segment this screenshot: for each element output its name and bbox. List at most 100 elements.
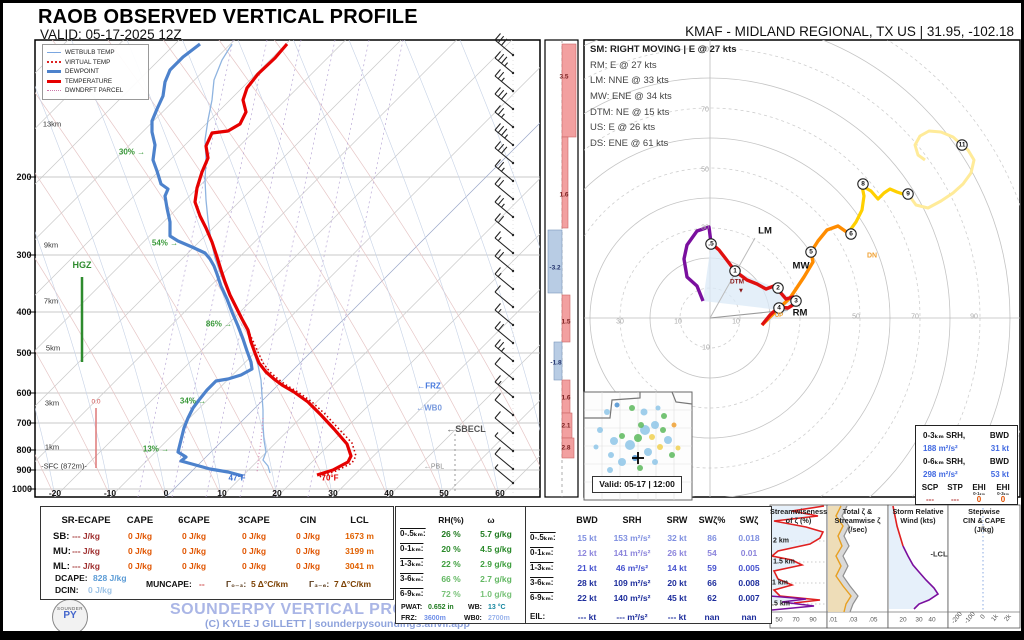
warm-advection-bar (561, 379, 571, 414)
kinematics-value: 32 kt (667, 533, 687, 543)
dry-adiabat-line (52, 40, 333, 497)
moist-adiabat-line (71, 40, 222, 497)
isotherm-line (35, 40, 346, 351)
storm-motion-line-1: RM: E @ 27 kts (590, 59, 657, 71)
svg-text:2: 2 (776, 285, 780, 292)
radar-echo (618, 458, 626, 466)
legend-item-dewpoint: DEWPOINT (47, 67, 144, 77)
moist-adiabat-line (348, 40, 500, 497)
kinematics-value: 0.01 (740, 548, 758, 558)
srh-0-6-label: 0-6ₖₘ SRH, (923, 457, 966, 466)
kinematics-value: 12 kt (577, 548, 597, 558)
moisture-header-row: RH(%) ω (396, 515, 526, 528)
isotherm-line (35, 40, 235, 240)
hodo-marker-9: 9 (902, 188, 914, 200)
isotherm-line (165, 122, 540, 497)
annotation-pxt: .05 (868, 616, 878, 624)
moisture-header-rh: RH(%) (438, 515, 464, 525)
annotation-plab: 1000 (11, 484, 33, 494)
legend-label: TEMPERATURE (65, 77, 113, 85)
moisture-row: 6-9ₖₘ: 72 % 1.0 g/kg (396, 589, 526, 602)
radar-echo (604, 409, 610, 415)
hodo-marker-.5: .5 (705, 238, 717, 250)
hodograph-ring (619, 227, 801, 409)
kinematics-value: 28 kt (577, 578, 597, 588)
wind-barb (494, 357, 515, 381)
moisture-row: 0-1ₖₘ: 20 % 4.5 g/kg (396, 544, 526, 557)
kinematics-value: 46 m²/s² (615, 563, 649, 573)
moisture-row-label: 0-.5ₖₘ: (400, 529, 426, 538)
thermo-header: CAPE (126, 515, 154, 526)
annotation-dtm: ▼ (737, 287, 745, 295)
mixing-ratio-line (239, 40, 336, 497)
hodo-marker-3: 3 (790, 295, 802, 307)
hodo-marker-1: 1 (729, 265, 741, 277)
wetbulb-line-icon (47, 52, 61, 54)
srw-trace-lower (902, 545, 940, 610)
kinematics-row: EIL: --- kt --- m²/s² --- kt nan nan (526, 612, 771, 625)
radar-valid-label: Valid: 05-17 | 12:00 (592, 476, 682, 493)
moist-adiabat-line (293, 40, 444, 497)
annotation-hlab: -SFC (872m)- (41, 461, 87, 471)
radar-echo (619, 433, 625, 439)
wb-value: 13 °C (488, 604, 506, 611)
annotation-tlab: -20 (48, 488, 62, 498)
pwat-value: 0.652 in (428, 604, 454, 611)
thermo-header: 3CAPE (238, 515, 270, 526)
radar-echo (625, 440, 635, 450)
kinematics-value: --- m²/s² (616, 612, 648, 622)
moist-adiabat-line (237, 40, 389, 497)
annotation-pxt: .01 (828, 616, 838, 624)
annotation-adv: 2.1 (561, 422, 571, 430)
thermo-value: 0 J/kg (181, 561, 207, 571)
wind-barb (494, 321, 515, 345)
radar-echo (649, 434, 655, 440)
radar-echo (637, 465, 643, 471)
isotherm-line (54, 40, 513, 497)
annotation-mwb0: ←WB0 (416, 403, 442, 413)
annotation-tlab: 0 (163, 488, 169, 498)
hodo-marker-5: 5 (805, 246, 817, 258)
annotation-hvl: LM (758, 225, 772, 237)
storm-motion-line-4: DTM: NE @ 15 kts (590, 106, 670, 118)
moisture-rh-value: 20 % (441, 544, 461, 554)
annotation-pxt: 50 (775, 616, 783, 624)
annotation-ring: 30 (701, 224, 709, 232)
hodo-trace-6-9km (846, 184, 908, 234)
annotation-dnup: UP (774, 313, 784, 319)
annotation-advn: -3.2 (549, 264, 561, 272)
annotation-tlab: 40 (384, 488, 394, 498)
annotation-advn: -1.8 (550, 359, 562, 367)
hodo-trace-3-6km (760, 224, 849, 327)
radar-echo (652, 459, 658, 465)
annotation-pct: 34% → (179, 396, 207, 406)
scp-value: --- (926, 495, 934, 504)
radar-echo (614, 402, 620, 408)
wind-barb (494, 159, 515, 183)
thermodynamics-table: SR-ECAPE CAPE 6CAPE 3CAPE CIN LCL SB: --- J/kg 0… (40, 506, 394, 600)
annotation-hgz: HGZ (72, 260, 92, 270)
annotation-dn: DN (866, 252, 878, 260)
station-title: KMAF - MIDLAND REGIONAL, TX US | 31.95, … (685, 24, 1014, 39)
wind-barb (494, 69, 515, 93)
radar-echo (651, 421, 659, 429)
annotation-pxtr: -100 (963, 610, 977, 626)
kinematics-value: 20 kt (667, 578, 687, 588)
advection-panel (544, 39, 579, 498)
mixing-ratio-line (273, 40, 370, 497)
skewt-legend: WETBULB TEMP VIRTUAL TEMP DEWPOINT TEMPERAT… (42, 44, 149, 100)
wind-barb (494, 123, 515, 147)
lapse-3-6-label: Γ₃₋₆: (309, 579, 330, 589)
kinematics-header: SRH (622, 515, 642, 525)
legend-item-virtual: VIRTUAL TEMP (47, 58, 144, 68)
wind-barb (494, 432, 515, 453)
storm-motion-line-0: SM: RIGHT MOVING | E @ 27 kts (590, 44, 737, 55)
kinematics-row: 6-9ₖₘ: 22 kt 140 m²/s² 45 kt 62 0.007 (526, 593, 771, 606)
annotation-tlab: 60 (495, 488, 505, 498)
legend-label: DEWPOINT (65, 68, 99, 76)
kinematics-value: 59 (707, 563, 717, 573)
wind-barb (494, 213, 515, 237)
mixing-ratio-line (205, 40, 302, 497)
kinematics-value: 22 kt (577, 593, 597, 603)
